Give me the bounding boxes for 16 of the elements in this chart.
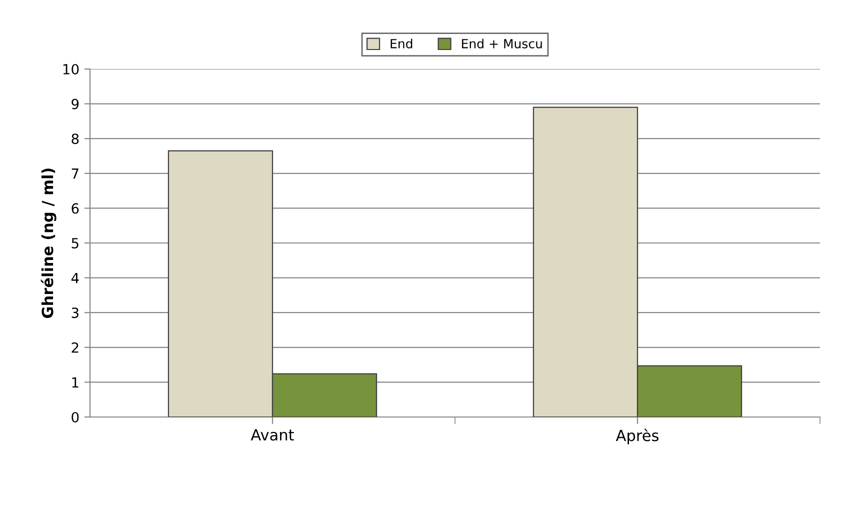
y-tick-label: 1 bbox=[72, 377, 78, 388]
x-tick-label: Après bbox=[616, 428, 658, 444]
legend-label: End bbox=[390, 38, 412, 48]
y-tick-label: 0 bbox=[72, 412, 79, 422]
y-tick-label: 3 bbox=[72, 308, 78, 318]
legend-label: End + Muscu bbox=[462, 38, 542, 48]
y-axis-title: Ghréline (ng / ml) bbox=[40, 168, 56, 318]
y-tick-label: 7 bbox=[72, 168, 78, 179]
y-tick-label: 8 bbox=[72, 134, 79, 144]
y-tick-label: 2 bbox=[72, 342, 78, 353]
y-tick-label: 10 bbox=[63, 64, 79, 74]
y-tick-label: 4 bbox=[71, 272, 79, 284]
y-tick-label: 5 bbox=[72, 238, 78, 248]
x-tick-label: Avant bbox=[250, 429, 294, 441]
y-tick-label: 9 bbox=[72, 98, 79, 110]
y-tick-label: 6 bbox=[72, 203, 79, 214]
